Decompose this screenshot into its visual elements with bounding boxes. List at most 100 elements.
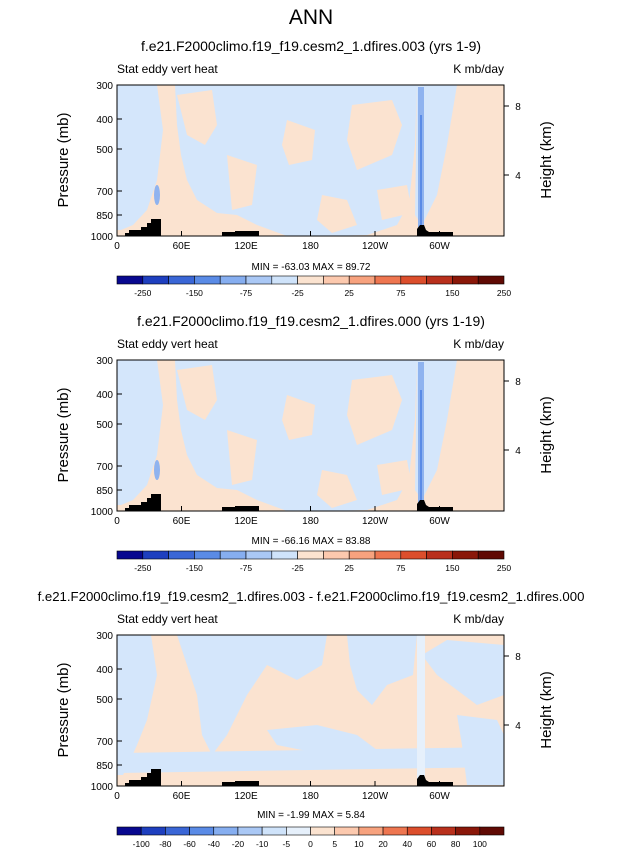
x-tick-label: 60W [429, 516, 450, 527]
y-tick-label: 300 [96, 81, 113, 92]
colorbar-label: 250 [497, 563, 511, 573]
colorbar-swatch [452, 550, 479, 560]
colorbar-swatch [189, 826, 215, 836]
topography-asia [222, 231, 259, 236]
colorbar-swatch [374, 275, 402, 285]
strong-negative-core [420, 390, 422, 505]
x-tick-label: 0 [114, 516, 120, 527]
y-tick-label: 500 [96, 420, 113, 431]
panel-1-ylabel: Pressure (mb) [55, 112, 72, 207]
panel-3-x-ticks: 0 60E 120E 180 120W 60W [114, 781, 450, 802]
panel-1-field [116, 84, 505, 237]
strong-negative-core [420, 115, 422, 230]
x-tick-label: 120W [362, 791, 389, 802]
topography-africa [125, 494, 161, 511]
panel-1-right-label: K mb/day [453, 62, 504, 76]
panel-1: f.e21.F2000climo.f19_f19.cesm2_1.dfires.… [55, 38, 555, 298]
colorbar-label: 10 [354, 839, 364, 849]
y-right-tick-label: 8 [515, 102, 521, 113]
x-tick-label: 120W [362, 241, 389, 252]
y-tick-label: 400 [96, 115, 113, 126]
colorbar-swatch [406, 826, 432, 836]
panel-2: f.e21.F2000climo.f19_f19.cesm2_1.dfires.… [55, 313, 555, 573]
colorbar-swatch [286, 826, 311, 836]
topography-asia [222, 506, 259, 511]
topography-africa [125, 219, 161, 236]
positive-region [377, 185, 412, 220]
panel-2-ylabel-right: Height (km) [538, 396, 555, 474]
colorbar-swatch [297, 550, 324, 560]
positive-region [282, 120, 315, 165]
negative-region [457, 715, 504, 785]
y-tick-label: 850 [96, 761, 113, 772]
colorbar-label: -10 [256, 839, 269, 849]
colorbar-swatch [116, 550, 144, 560]
panel-2-stats: MIN = -66.16 MAX = 83.88 [252, 536, 371, 547]
colorbar-swatch [245, 550, 273, 560]
strong-negative-spot [154, 460, 160, 480]
y-right-tick-label: 4 [515, 721, 521, 732]
panel-2-ylabel: Pressure (mb) [55, 387, 72, 482]
colorbar-label: -40 [208, 839, 221, 849]
panel-2-title: f.e21.F2000climo.f19_f19.cesm2_1.dfires.… [137, 313, 485, 329]
colorbar-swatch [400, 275, 427, 285]
colorbar-swatch [348, 550, 376, 560]
colorbar-label: -80 [159, 839, 172, 849]
positive-region [317, 195, 357, 233]
colorbar-swatch [194, 275, 221, 285]
colorbar-label: 150 [445, 288, 459, 298]
topography-africa [125, 769, 161, 786]
y-tick-label: 300 [96, 356, 113, 367]
panel-3-ylabel: Pressure (mb) [55, 662, 72, 757]
colorbar-swatch [323, 550, 350, 560]
y-tick-label: 400 [96, 390, 113, 401]
positive-region [177, 90, 217, 145]
colorbar-swatch [374, 550, 402, 560]
colorbar-label: -25 [291, 288, 304, 298]
colorbar-label: -250 [134, 563, 151, 573]
panel-1-y-ticks: 300 400 500 700 850 1000 [91, 81, 122, 243]
y-right-tick-label: 4 [515, 446, 521, 457]
colorbar-label: 40 [403, 839, 413, 849]
y-tick-label: 1000 [91, 507, 114, 518]
colorbar-label: 80 [451, 839, 461, 849]
colorbar-swatch [142, 275, 169, 285]
negative-region [422, 640, 504, 705]
colorbar-label: 250 [497, 288, 511, 298]
panel-2-y-right-ticks: 84 [504, 377, 521, 457]
y-tick-label: 700 [96, 187, 113, 198]
colorbar-label: 75 [396, 563, 406, 573]
topography-andes [417, 775, 453, 786]
panel-1-left-label: Stat eddy vert heat [117, 62, 218, 76]
positive-region [347, 100, 402, 170]
colorbar-swatch [382, 826, 408, 836]
positive-region [317, 470, 357, 508]
x-tick-label: 60E [173, 516, 191, 527]
y-tick-label: 700 [96, 462, 113, 473]
panel-3-title: f.e21.F2000climo.f19_f19.cesm2_1.dfires.… [38, 589, 585, 604]
y-tick-label: 700 [96, 737, 113, 748]
panel-1-stats: MIN = -63.03 MAX = 89.72 [252, 262, 371, 273]
colorbar-swatch [237, 826, 263, 836]
y-tick-label: 300 [96, 631, 113, 642]
x-tick-label: 60E [173, 791, 191, 802]
y-tick-label: 850 [96, 486, 113, 497]
colorbar-label: 60 [427, 839, 437, 849]
negative-region [117, 85, 163, 230]
negative-region [177, 635, 327, 755]
near-zero-column [417, 635, 425, 786]
x-tick-label: 0 [114, 791, 120, 802]
colorbar-swatch [334, 826, 360, 836]
colorbar-swatch [455, 826, 481, 836]
topography-andes [417, 225, 453, 236]
colorbar-label: 0 [308, 839, 313, 849]
positive-region [442, 175, 504, 236]
colorbar-swatch [348, 275, 376, 285]
colorbar-swatch [116, 826, 142, 836]
colorbar-label: -75 [240, 563, 253, 573]
colorbar-label: -60 [183, 839, 196, 849]
colorbar-label: -75 [240, 288, 253, 298]
colorbar-label: 150 [445, 563, 459, 573]
x-tick-label: 180 [302, 516, 319, 527]
colorbar-label: 100 [473, 839, 487, 849]
